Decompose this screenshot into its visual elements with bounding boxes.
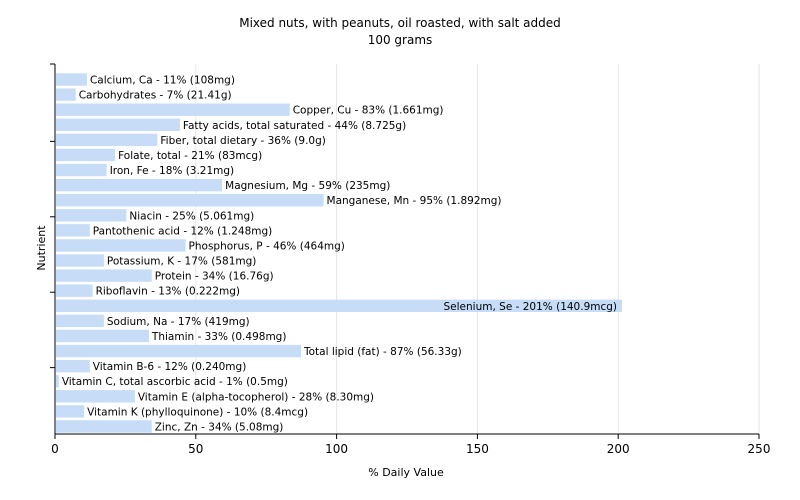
bar-label: Protein - 34% (16.76g) [155, 271, 274, 283]
bar [56, 209, 127, 222]
bar [56, 73, 87, 86]
x-tick-label: 150 [466, 442, 489, 456]
bars: Calcium, Ca - 11% (108mg) Carbohydrates -… [56, 73, 623, 433]
bar-label: Potassium, K - 17% (581mg) [107, 256, 257, 268]
bar-label: Carbohydrates - 7% (21.41g) [79, 90, 232, 102]
x-tick-label: 50 [188, 442, 203, 456]
bar-label: Magnesium, Mg - 59% (235mg) [225, 180, 390, 192]
x-tick-label: 0 [51, 442, 59, 456]
bar [56, 148, 116, 162]
bar [56, 314, 104, 328]
bar [56, 194, 324, 207]
bar-label: Vitamin B-6 - 12% (0.240mg) [93, 361, 247, 373]
bar-label: Selenium, Se - 201% (140.9mcg) [444, 301, 618, 313]
bar-label: Niacin - 25% (5.061mg) [129, 210, 254, 222]
bar [56, 269, 152, 282]
bar [56, 329, 149, 343]
axes: 0 50 100 150 200 250 [50, 63, 771, 456]
grid-lines [195, 64, 760, 434]
bar-label: Vitamin C, total ascorbic acid - 1% (0.5… [62, 376, 288, 388]
bar [56, 344, 301, 358]
bar-label: Phosphorus, P - 46% (464mg) [189, 240, 345, 252]
bar [56, 88, 76, 101]
bar [56, 405, 85, 418]
bar-label: Thiamin - 33% (0.498mg) [151, 331, 287, 343]
bar [56, 420, 152, 433]
bar-label: Pantothenic acid - 12% (1.248mg) [93, 225, 272, 237]
chart-subtitle: 100 grams [368, 33, 433, 47]
bar [56, 178, 223, 192]
bar-label: Vitamin K (phylloquinone) - 10% (8.4mcg) [87, 406, 308, 418]
bar-label: Copper, Cu - 83% (1.661mg) [293, 105, 444, 117]
bar-label: Sodium, Na - 17% (419mg) [107, 316, 250, 328]
bar-label: Vitamin E (alpha-tocopherol) - 28% (8.30… [138, 391, 374, 403]
bar [56, 239, 186, 252]
bar-label: Fiber, total dietary - 36% (9.0g) [160, 135, 325, 147]
bar [56, 284, 93, 297]
bar [56, 133, 158, 147]
bar [56, 375, 59, 388]
x-tick-label: 250 [748, 442, 771, 456]
bar [56, 118, 180, 131]
bar [56, 103, 290, 116]
bar [56, 224, 90, 237]
x-tick-label: 100 [325, 442, 348, 456]
bar-label: Calcium, Ca - 11% (108mg) [90, 75, 235, 87]
bar-label: Fatty acids, total saturated - 44% (8.72… [183, 120, 406, 132]
bar [56, 163, 107, 177]
x-tick-label: 200 [607, 442, 630, 456]
chart-title: Mixed nuts, with peanuts, oil roasted, w… [239, 16, 561, 30]
bar [56, 359, 90, 373]
bar-label: Manganese, Mn - 95% (1.892mg) [327, 195, 502, 207]
y-axis-label: Nutrient [35, 225, 48, 271]
bar-label: Total lipid (fat) - 87% (56.33g) [303, 346, 462, 358]
bar [56, 254, 104, 267]
bar [56, 299, 623, 312]
bar [56, 390, 135, 403]
x-axis-label: % Daily Value [368, 466, 444, 479]
bar-label: Iron, Fe - 18% (3.21mg) [110, 165, 234, 177]
bar-label: Riboflavin - 13% (0.222mg) [96, 286, 240, 298]
bar-label: Folate, total - 21% (83mcg) [118, 150, 262, 162]
bar-label: Zinc, Zn - 34% (5.08mg) [155, 421, 284, 433]
